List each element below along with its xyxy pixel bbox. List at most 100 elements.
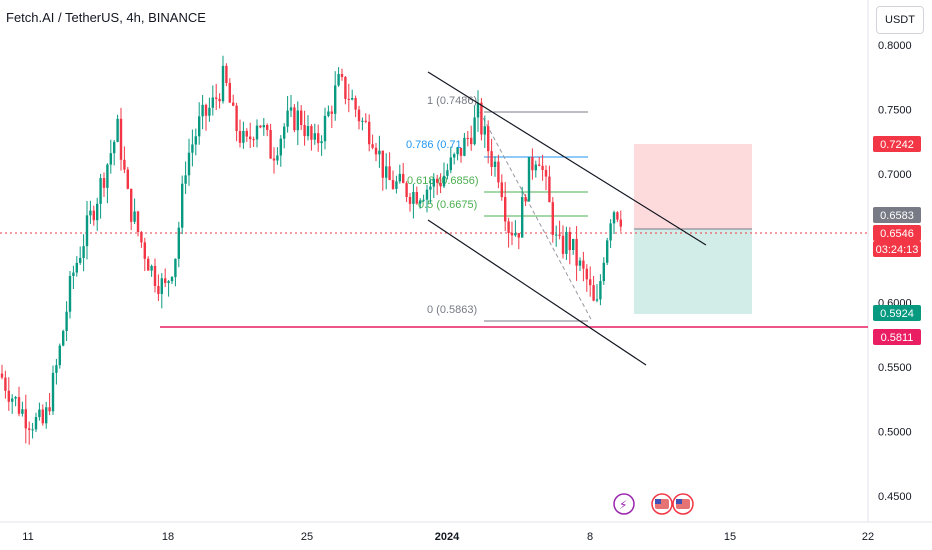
event-icon-us-2[interactable]: [672, 493, 694, 515]
candle-body: [249, 136, 252, 140]
candle-body: [419, 200, 422, 204]
candle-body: [459, 147, 463, 156]
price-axis[interactable]: 0.80000.75000.70000.65000.60000.55000.50…: [878, 40, 912, 503]
y-tick-label: 0.5000: [878, 427, 912, 439]
candle-body: [432, 178, 435, 187]
candle-body: [55, 365, 58, 373]
candle-body: [164, 278, 167, 283]
candle-body: [289, 107, 293, 111]
candle-body: [245, 130, 248, 137]
stop-loss-zone[interactable]: [634, 144, 752, 229]
y-tick-label: 0.8000: [878, 40, 912, 52]
candle-body: [215, 97, 218, 99]
candle-body: [106, 164, 109, 188]
candle-body: [575, 238, 578, 266]
candle-body: [150, 265, 153, 271]
candle-body: [374, 147, 378, 155]
candle-body: [116, 118, 119, 142]
candle-body: [269, 129, 272, 159]
candle-body: [153, 265, 157, 287]
currency-button[interactable]: USDT: [876, 6, 924, 34]
candle-body: [96, 203, 99, 221]
candle-body: [436, 178, 439, 183]
price-tag-bg: [873, 329, 921, 345]
fib-label-0: 0 (0.5863): [427, 304, 477, 316]
candle-body: [160, 278, 163, 294]
candle-body: [408, 196, 412, 204]
candle-body: [170, 277, 174, 282]
candle-body: [538, 164, 541, 166]
candle-body: [616, 212, 619, 220]
channel-lower-line[interactable]: [427, 219, 647, 366]
candle-body: [405, 183, 408, 197]
candle-body: [41, 409, 44, 424]
candle-body: [357, 109, 361, 122]
candle-body: [252, 139, 255, 141]
candle-body: [578, 260, 582, 266]
candle-body: [517, 233, 520, 238]
event-icon-energy[interactable]: ⚡: [613, 493, 635, 515]
x-tick-label: 22: [862, 531, 874, 543]
candle-body: [113, 141, 116, 154]
candle-body: [72, 272, 75, 277]
candle-body: [344, 76, 347, 99]
candle-body: [218, 98, 221, 102]
candle-body: [446, 170, 449, 176]
candle-body: [276, 155, 279, 161]
candle-body: [544, 169, 548, 177]
take-profit-zone[interactable]: [634, 229, 752, 314]
lightning-glyph: ⚡: [619, 498, 627, 512]
x-tick-label: 2024: [435, 531, 460, 543]
candle-body: [473, 117, 476, 145]
candle-body: [487, 126, 490, 152]
candle-body: [323, 115, 327, 142]
candle-body: [259, 125, 262, 128]
candle-body: [38, 409, 41, 418]
candle-body: [453, 154, 456, 158]
candle-body: [45, 407, 48, 424]
event-icon-us-1[interactable]: [651, 493, 673, 515]
lightning-icon[interactable]: [613, 493, 635, 515]
candle-body: [24, 409, 27, 429]
candle-body: [201, 104, 204, 117]
candle-body: [184, 175, 187, 184]
candle-body: [92, 210, 95, 221]
candle-body: [286, 110, 289, 127]
fibonacci-retracement[interactable]: 1 (0.7486) 0.786 (0.71 0.618 (0.6856) 0.…: [406, 95, 593, 322]
candle-body: [296, 110, 299, 131]
price-tag-bg: [873, 305, 921, 321]
candle-body: [378, 150, 381, 155]
candle-body: [187, 152, 191, 176]
time-axis[interactable]: 11 18 25 2024 8 15 22: [22, 531, 874, 543]
candle-body: [612, 212, 616, 224]
candle-body: [463, 137, 466, 156]
candle-body: [109, 153, 112, 165]
candle-body: [595, 299, 599, 301]
candle-body: [14, 397, 17, 399]
candlestick-series: [0, 55, 622, 445]
candle-body: [388, 166, 391, 180]
candle-body: [208, 107, 211, 116]
candle-body: [143, 242, 146, 259]
candle-body: [354, 98, 357, 110]
candle-body: [493, 161, 497, 167]
candle-body: [466, 137, 469, 139]
candle-body: [211, 97, 214, 108]
candle-body: [415, 191, 418, 204]
candle-body: [126, 169, 129, 189]
candle-body: [599, 281, 602, 300]
candle-body: [527, 157, 531, 202]
candle-body: [235, 105, 238, 132]
candle-body: [102, 178, 106, 188]
price-tag-label: 0.6546: [880, 228, 914, 240]
candle-body: [385, 166, 388, 178]
candle-body: [58, 345, 61, 366]
channel-upper-line[interactable]: [427, 71, 707, 246]
candle-body: [500, 182, 503, 198]
candle-body: [483, 126, 486, 135]
candle-body: [7, 390, 10, 402]
candle-body: [449, 157, 452, 171]
candle-body: [531, 157, 534, 171]
